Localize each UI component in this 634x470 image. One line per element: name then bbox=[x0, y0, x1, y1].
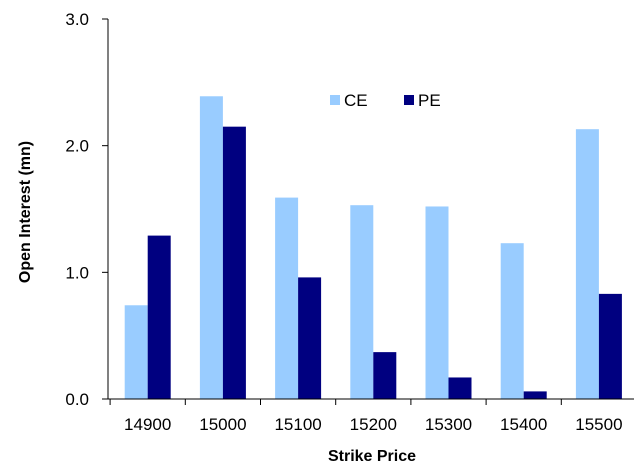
axes-group bbox=[107, 19, 634, 400]
bar-ce-14900 bbox=[124, 305, 148, 399]
y-tick-label: 1.0 bbox=[65, 263, 89, 282]
bar-pe-15100 bbox=[298, 277, 322, 399]
bar-ce-15000 bbox=[199, 96, 223, 400]
x-tick-label: 15100 bbox=[274, 415, 321, 434]
bar-ce-15100 bbox=[275, 197, 299, 399]
x-tick-label: 14900 bbox=[124, 415, 171, 434]
y-tick-label: 2.0 bbox=[65, 137, 89, 156]
bar-pe-15500 bbox=[598, 293, 622, 399]
legend-label-ce: CE bbox=[344, 91, 368, 110]
bar-ce-15200 bbox=[350, 205, 374, 399]
bar-pe-15000 bbox=[222, 126, 246, 400]
bar-pe-15400 bbox=[523, 391, 547, 399]
legend: CE PE bbox=[330, 91, 441, 110]
x-tick-label: 15400 bbox=[500, 415, 547, 434]
bar-pe-15300 bbox=[448, 377, 472, 399]
x-tick-label: 15300 bbox=[425, 415, 472, 434]
legend-label-pe: PE bbox=[418, 91, 441, 110]
y-axis-title: Open Interest (mn) bbox=[17, 141, 34, 283]
y-tick-label: 3.0 bbox=[65, 10, 89, 29]
x-tick-label: 15000 bbox=[199, 415, 246, 434]
ticks-group: 0.0 1.0 2.0 3.0 14900 15000 15100 15200 15300 154… bbox=[65, 10, 622, 434]
bars-group bbox=[124, 96, 622, 400]
x-tick-label: 15200 bbox=[350, 415, 397, 434]
bar-pe-14900 bbox=[147, 235, 171, 399]
bar-ce-15300 bbox=[425, 206, 449, 399]
bar-ce-15400 bbox=[500, 243, 524, 399]
legend-swatch-ce bbox=[330, 95, 340, 105]
x-axis-title: Strike Price bbox=[328, 448, 416, 465]
y-tick-label: 0.0 bbox=[65, 390, 89, 409]
bar-ce-15500 bbox=[575, 129, 599, 399]
legend-swatch-pe bbox=[404, 95, 414, 105]
bar-pe-15200 bbox=[373, 352, 397, 399]
x-tick-label: 15500 bbox=[575, 415, 622, 434]
